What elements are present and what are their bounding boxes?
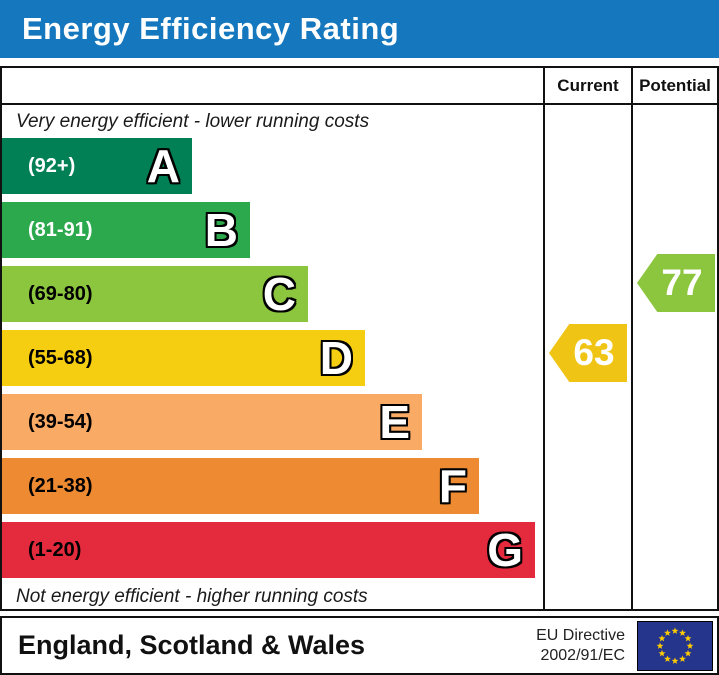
region-label: England, Scotland & Wales	[18, 630, 366, 660]
band-d-range: (55-68)	[28, 346, 93, 369]
band-a: (92+) A	[2, 138, 192, 194]
top-caption: Very energy efficient - lower running co…	[16, 110, 370, 132]
band-e-range: (39-54)	[28, 410, 93, 433]
band-c: (69-80) C	[2, 266, 308, 322]
current-value-cell: 63	[543, 105, 631, 609]
band-d-letter: D	[319, 332, 353, 384]
band-a-letter: A	[146, 140, 180, 192]
bottom-caption: Not energy efficient - higher running co…	[16, 586, 368, 607]
table-header-row: Current Potential	[2, 68, 717, 105]
band-g: (1-20) G	[2, 522, 535, 578]
band-c-letter: C	[262, 268, 296, 320]
footer-bar: England, Scotland & Wales EU Directive 2…	[0, 616, 719, 675]
table-body-row: Very energy efficient - lower running co…	[2, 105, 717, 609]
band-g-letter: G	[487, 524, 523, 576]
band-g-range: (1-20)	[28, 538, 82, 561]
page-title: Energy Efficiency Rating	[22, 11, 400, 46]
band-c-range: (69-80)	[28, 282, 93, 305]
band-b-letter: B	[204, 204, 238, 256]
header-spacer-cell	[2, 68, 543, 103]
potential-rating-arrow: 77	[637, 254, 715, 312]
band-chart-area: Very energy efficient - lower running co…	[2, 105, 543, 609]
band-f: (21-38) F	[2, 458, 479, 514]
eu-flag-svg	[638, 621, 712, 670]
potential-value-cell: 77	[631, 105, 717, 609]
band-b-range: (81-91)	[28, 218, 93, 241]
band-d: (55-68) D	[2, 330, 365, 386]
band-f-range: (21-38)	[28, 474, 93, 497]
eu-directive-line1: EU Directive	[536, 626, 625, 644]
current-rating-arrow: 63	[549, 324, 627, 382]
potential-column-header: Potential	[631, 68, 717, 103]
band-f-letter: F	[438, 460, 467, 512]
eu-directive-label: EU Directive 2002/91/EC	[536, 626, 625, 666]
eu-directive-line2: 2002/91/EC	[540, 646, 625, 664]
current-column-header: Current	[543, 68, 631, 103]
band-a-range: (92+)	[28, 154, 76, 177]
eu-flag	[637, 620, 713, 671]
band-e-letter: E	[379, 396, 410, 448]
band-e: (39-54) E	[2, 394, 422, 450]
potential-rating-value: 77	[661, 262, 703, 303]
rating-table: Current Potential Very energy efficient …	[0, 66, 719, 611]
title-bar: Energy Efficiency Rating	[0, 0, 719, 58]
current-rating-value: 63	[573, 332, 615, 373]
band-b: (81-91) B	[2, 202, 250, 258]
